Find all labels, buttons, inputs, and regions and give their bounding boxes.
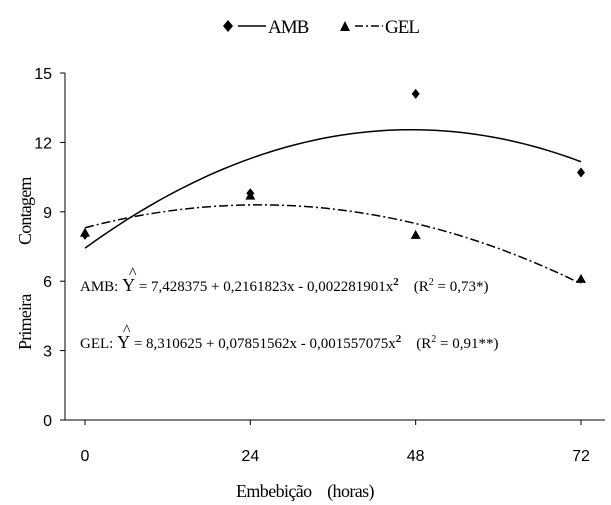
axes [64,73,605,421]
equation-gel-sup: 2 [396,333,402,345]
x-tick-label: 24 [241,448,259,465]
equation-gel-body: = 8,310625 + 0,07851562x - 0,001557075x [130,336,396,352]
equation-amb-r2-value: = 0,73*) [434,279,489,295]
x-axis-label: Embebição (horas) [236,481,375,502]
legend-item-amb: AMB [223,17,310,38]
equation-amb-r2-sup: 2 [429,277,434,288]
x-tick-label: 48 [407,448,425,465]
y-ticks: 0 3 6 9 12 15 [34,66,65,430]
equation-amb-prefix: AMB: [80,279,122,295]
point-amb [577,167,585,178]
point-gel [410,229,421,239]
equation-amb-yhat: Y [122,275,135,295]
equation-gel-hat: ^ [123,322,131,339]
equation-gel-r2-open: (R [416,336,431,352]
legend-amb-marker [223,20,233,32]
x-ticks: 0 24 48 72 [81,420,590,465]
y-axis-label-primeira: Primeira [15,294,35,350]
y-tick-label: 6 [43,274,52,291]
legend-gel-label: GEL [385,17,419,38]
y-tick-label: 0 [43,413,52,430]
svg-text:GEL: Y = 8,310625 + 0,07851562: GEL: Y = 8,310625 + 0,07851562x - 0,0015… [80,332,498,352]
legend-item-gel: GEL [340,17,420,38]
point-amb [411,88,420,99]
y-axis-label-contagem: Contagem [15,177,35,245]
equation-amb-r2-open: (R [414,279,429,295]
equation-gel-r2-value: = 0,91**) [436,336,498,352]
legend: AMB GEL [223,17,420,38]
data-points [80,88,586,283]
x-tick-label: 72 [572,448,590,465]
point-gel [576,273,586,283]
x-tick-label: 0 [81,448,90,465]
point-gel [80,227,90,237]
y-tick-label: 9 [43,205,52,222]
equation-gel: GEL: Y = 8,310625 + 0,07851562x - 0,0015… [80,322,498,352]
y-tick-label: 12 [34,135,52,152]
equation-amb-hat: ^ [129,265,137,282]
fit-curve-amb [84,128,582,249]
equation-gel-prefix: GEL: [80,336,117,352]
svg-text:AMB: Y = 7,428375 + 0,2161823x: AMB: Y = 7,428375 + 0,2161823x - 0,00228… [80,275,488,295]
y-tick-label: 15 [34,66,52,83]
equation-amb-sup: 2 [393,276,399,288]
equation-amb: AMB: Y = 7,428375 + 0,2161823x - 0,00228… [80,265,488,295]
fit-curve-gel [84,204,582,285]
point-gel [245,190,256,200]
equation-amb-body: = 7,428375 + 0,2161823x - 0,002281901x [135,279,394,295]
fitted-curves [84,128,582,285]
y-tick-label: 3 [43,344,52,361]
equation-gel-yhat: Y [117,332,130,352]
legend-gel-marker [340,21,350,31]
equation-gel-r2-sup: 2 [431,334,436,345]
legend-amb-label: AMB [268,17,309,38]
